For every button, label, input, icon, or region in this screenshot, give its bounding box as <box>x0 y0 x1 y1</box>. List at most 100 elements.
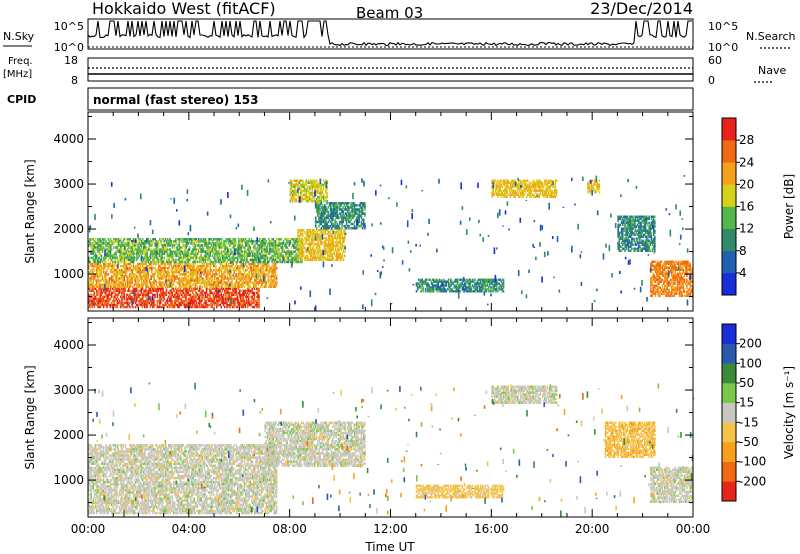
data-cell <box>219 279 222 282</box>
data-cell <box>313 187 316 191</box>
data-cell <box>215 289 218 293</box>
data-cell <box>126 305 129 309</box>
data-cell <box>258 281 261 284</box>
data-cell <box>319 193 322 197</box>
data-cell <box>301 185 303 189</box>
data-cell <box>108 281 111 284</box>
data-cell <box>128 258 130 262</box>
data-cell <box>141 238 144 241</box>
data-cell <box>145 254 147 258</box>
data-cell <box>186 287 188 291</box>
data-cell <box>98 303 100 307</box>
data-cell <box>314 258 316 261</box>
data-cell <box>146 303 148 307</box>
data-cell <box>146 297 148 301</box>
data-cell <box>176 242 178 245</box>
data-cell <box>272 271 275 274</box>
data-cell <box>279 242 281 245</box>
data-cell <box>115 293 117 297</box>
data-cell <box>196 287 199 291</box>
data-cell <box>340 229 343 232</box>
data-cell <box>128 269 130 272</box>
data-cell <box>317 244 320 248</box>
data-cell <box>235 279 238 282</box>
data-cell <box>220 266 223 270</box>
data-cell <box>208 277 210 280</box>
data-cell <box>182 289 185 293</box>
data-cell <box>212 264 215 268</box>
data-cell <box>197 301 200 305</box>
data-cell <box>186 258 189 262</box>
data-cell <box>252 291 255 295</box>
data-cell <box>253 248 255 251</box>
data-cell <box>128 295 130 299</box>
nsky-label: N.Sky <box>3 30 35 43</box>
data-cell <box>346 210 349 213</box>
data-cell <box>254 262 256 266</box>
data-cell <box>173 303 176 307</box>
data-cell <box>96 299 98 303</box>
data-cell <box>330 206 333 209</box>
data-cell <box>251 260 254 264</box>
data-cell <box>220 262 223 266</box>
data-cell <box>308 229 311 232</box>
data-cell <box>353 212 356 215</box>
data-cell <box>199 258 201 262</box>
data-cell <box>113 246 115 249</box>
data-cell <box>212 273 215 276</box>
data-cell <box>162 299 164 303</box>
data-cell <box>249 291 251 295</box>
data-cell <box>156 271 159 274</box>
data-cell <box>159 287 162 291</box>
data-cell <box>356 226 358 230</box>
data-cell <box>262 254 264 258</box>
data-cell <box>98 275 100 278</box>
data-cell <box>312 242 314 246</box>
data-cell <box>94 260 97 264</box>
data-cell <box>420 286 422 289</box>
data-cell <box>250 299 252 303</box>
data-cell <box>188 283 191 286</box>
data-cell <box>352 210 355 213</box>
data-cell <box>169 303 171 307</box>
data-cell <box>188 238 191 241</box>
data-cell <box>250 254 253 258</box>
data-cell <box>234 287 236 291</box>
data-cell <box>263 240 265 243</box>
data-cell <box>116 240 119 243</box>
data-cell <box>258 260 261 264</box>
data-cell <box>344 224 347 228</box>
data-cell <box>194 240 197 243</box>
data-cell <box>146 275 148 278</box>
data-cell <box>326 224 328 228</box>
data-cell <box>353 210 356 213</box>
data-cell <box>90 301 92 305</box>
data-cell <box>249 277 252 280</box>
data-cell <box>340 242 343 246</box>
data-cell <box>339 234 341 238</box>
data-cell <box>236 277 239 280</box>
data-cell <box>339 236 341 240</box>
data-cell <box>126 279 129 282</box>
data-cell <box>312 183 315 187</box>
data-cell <box>232 260 234 264</box>
data-cell <box>173 293 176 297</box>
data-cell <box>129 305 131 309</box>
data-cell <box>195 275 198 278</box>
data-cell <box>120 250 122 253</box>
data-cell <box>302 238 305 242</box>
data-cell <box>106 303 108 307</box>
data-cell <box>123 305 125 309</box>
data-cell <box>113 295 115 299</box>
data-cell <box>147 260 150 264</box>
data-cell <box>236 275 239 278</box>
data-cell <box>159 283 161 286</box>
data-cell <box>148 279 151 282</box>
data-cell <box>184 279 186 282</box>
data-cell <box>170 240 173 243</box>
data-cell <box>227 297 229 301</box>
data-cell <box>267 277 270 280</box>
data-cell <box>200 264 202 268</box>
data-cell <box>193 238 195 241</box>
data-cell <box>94 287 97 291</box>
